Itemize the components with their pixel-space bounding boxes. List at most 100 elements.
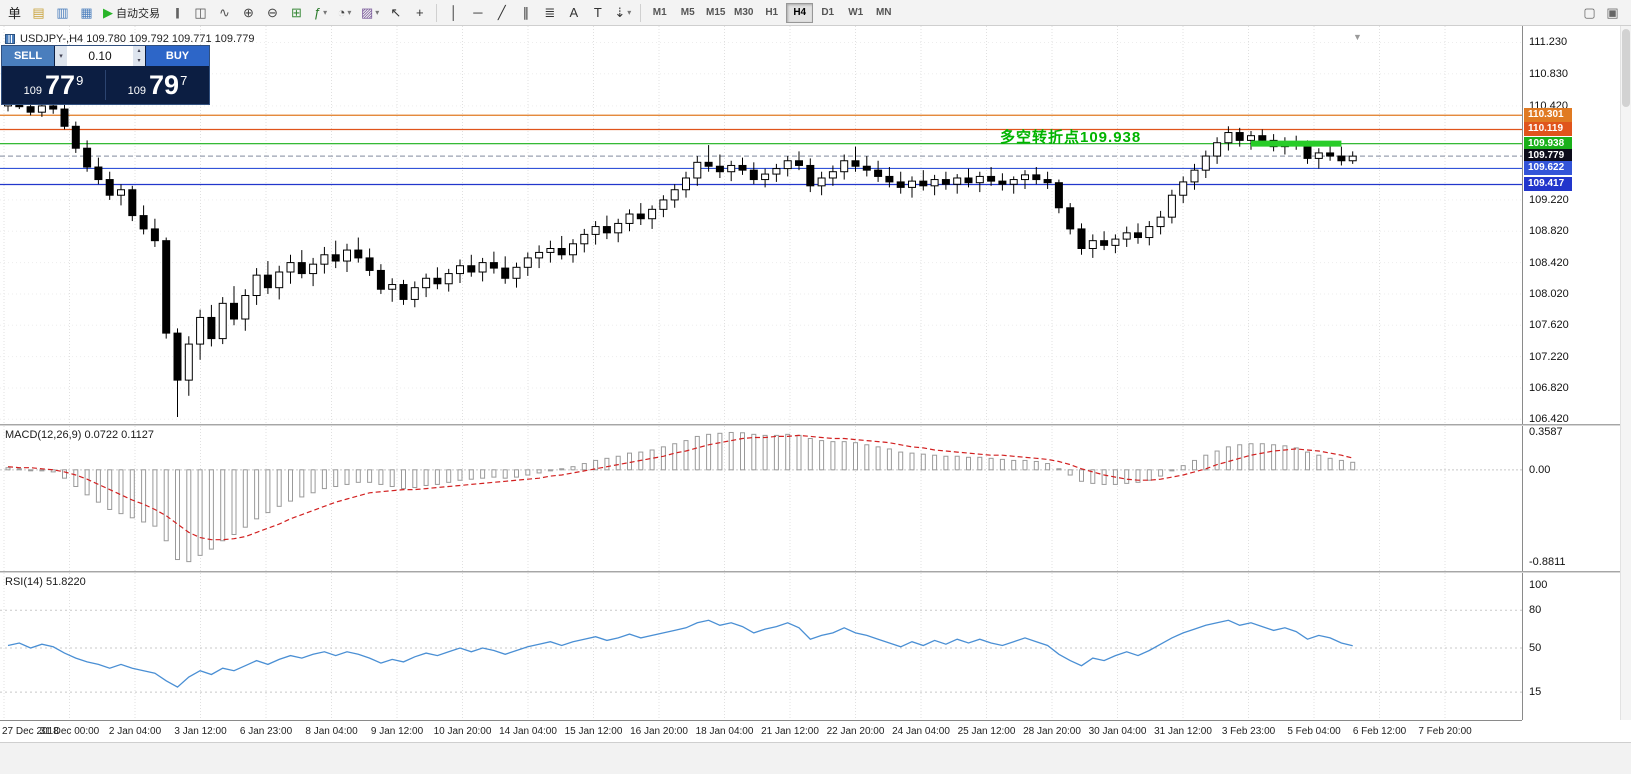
sell-button[interactable]: SELL	[2, 46, 54, 66]
trendline-icon: ╱	[497, 4, 506, 20]
new-order-button[interactable]: 单	[3, 2, 26, 24]
timeframe-m15[interactable]: M15	[706, 7, 726, 18]
caret-down-icon: ▾	[59, 53, 63, 60]
label-icon[interactable]: T	[586, 2, 609, 24]
bar-chart-icon[interactable]: |||	[165, 2, 188, 24]
time-label: 30 Jan 04:00	[1088, 726, 1147, 737]
tile-windows-icon: ⊞	[291, 4, 302, 20]
time-label: 8 Jan 04:00	[305, 726, 358, 737]
timeframe-m5[interactable]: M5	[680, 7, 695, 18]
symbol-text: USDJPY-,H4 109.780 109.792 109.771 109.7…	[20, 33, 255, 45]
zoom-out-icon: ⊖	[267, 4, 278, 20]
rsi-chart[interactable]	[0, 573, 1522, 720]
navigator-icon[interactable]: ▦	[75, 2, 98, 24]
autotrading-icon: ▶	[103, 4, 113, 20]
caret-down-icon: ▾	[627, 8, 632, 17]
timeframe-w1[interactable]: W1	[848, 7, 864, 18]
line-chart-icon: ∿	[219, 4, 230, 20]
time-label: 10 Jan 20:00	[433, 726, 492, 737]
line-chart-icon[interactable]: ∿	[213, 2, 236, 24]
axis-price-label: 15	[1529, 686, 1542, 699]
rsi-label: RSI(14) 51.8220	[5, 576, 86, 588]
time-label: 6 Jan 23:00	[239, 726, 293, 737]
arrows-icon: ⇣	[614, 4, 626, 20]
volume-dropdown[interactable]: ▾	[54, 46, 67, 66]
vertical-scrollbar[interactable]	[1620, 26, 1631, 720]
timeframe-h4[interactable]: H4	[786, 2, 814, 23]
time-label: 28 Jan 20:00	[1023, 726, 1081, 737]
rsi-panel[interactable]: RSI(14) 51.8220	[0, 573, 1522, 720]
price-tag: 109.622	[1524, 161, 1572, 176]
main-toolbar: 单 ▤ ▥ ▦ ▶ 自动交易 ||| ◫ ∿ ⊕ ⊖ ⊞ ƒ ▾ ◔ ▾ ▨ ▾ ↖ + │ ─ ╱ ∥ ≣ A T ⇣ ▾ M1 M5 M1…	[0, 0, 1631, 26]
time-label: 21 Jan 12:00	[761, 726, 819, 737]
scrollbar-thumb[interactable]	[1622, 29, 1630, 107]
vertical-line-icon: │	[449, 5, 458, 20]
volume-stepper[interactable]: ▴ ▾	[133, 46, 146, 66]
timeframe-m30[interactable]: M30	[734, 7, 754, 18]
zoom-in-icon[interactable]: ⊕	[237, 2, 260, 24]
pivot-annotation: 多空转折点109.938	[1000, 129, 1142, 146]
time-label: 16 Jan 20:00	[630, 726, 688, 737]
macd-chart[interactable]	[0, 426, 1522, 571]
axis-price-label: 0.3587	[1529, 426, 1563, 439]
trendline-icon[interactable]: ╱	[490, 2, 513, 24]
time-label: 24 Jan 04:00	[892, 726, 950, 737]
sell-price[interactable]: 109 77 9	[2, 69, 105, 100]
candlestick-chart-icon[interactable]: ◫	[189, 2, 212, 24]
zoom-out-icon[interactable]: ⊖	[261, 2, 284, 24]
timeframe-buttons: M1 M5 M15 M30 H1 H4 D1 W1 MN	[646, 2, 897, 23]
macd-panel[interactable]: MACD(12,26,9) 0.0722 0.1127	[0, 426, 1522, 571]
cursor-icon[interactable]: ↖	[384, 2, 407, 24]
volume-input[interactable]: 0.10	[67, 46, 133, 66]
price-tag: 109.779	[1524, 149, 1572, 164]
data-window-icon[interactable]: ▥	[51, 2, 74, 24]
panel-splitter[interactable]	[0, 571, 1631, 573]
fibonacci-icon[interactable]: ≣	[538, 2, 561, 24]
time-label: 15 Jan 12:00	[564, 726, 623, 737]
bottom-strip	[0, 742, 1631, 774]
timeframe-m1[interactable]: M1	[652, 7, 667, 18]
horizontal-line-icon[interactable]: ─	[466, 2, 489, 24]
text-icon[interactable]: A	[562, 2, 585, 24]
timeframe-h1[interactable]: H1	[765, 7, 779, 18]
vertical-line-icon[interactable]: │	[442, 2, 465, 24]
price-axis[interactable]: 111.230 110.830 110.420 109.220 108.820 108.4…	[1522, 26, 1631, 720]
timeframe-mn[interactable]: MN	[875, 7, 892, 18]
buy-button[interactable]: BUY	[146, 46, 209, 66]
volume-down-icon[interactable]: ▾	[137, 58, 141, 64]
channel-icon[interactable]: ∥	[514, 2, 537, 24]
new-chart-icon: ▢	[1583, 4, 1596, 20]
price-tag: 109.417	[1524, 177, 1572, 192]
label-icon: T	[593, 5, 602, 20]
buy-price[interactable]: 109 79 7	[106, 69, 209, 100]
tile-windows-icon[interactable]: ⊞	[285, 2, 308, 24]
horizontal-line-icon: ─	[473, 5, 483, 20]
cursor-icon: ↖	[390, 4, 402, 20]
arrows-dropdown[interactable]: ⇣ ▾	[610, 2, 635, 24]
axis-price-label: -0.8811	[1529, 555, 1566, 568]
market-watch-icon[interactable]: ▤	[27, 2, 50, 24]
time-label: 27 Dec 2018	[2, 726, 59, 737]
axis-price-label: 108.420	[1529, 256, 1569, 269]
axis-price-label: 107.620	[1529, 319, 1569, 332]
sell-price-big: 77	[45, 69, 76, 100]
crosshair-icon[interactable]: +	[408, 2, 431, 24]
panel-splitter[interactable]	[0, 424, 1631, 426]
periods-dropdown[interactable]: ◔ ▾	[333, 2, 356, 24]
timeframe-d1[interactable]: D1	[821, 7, 835, 18]
volume-up-icon[interactable]: ▴	[137, 48, 141, 54]
main-chart-panel[interactable]: USDJPY-,H4 109.780 109.792 109.771 109.7…	[0, 26, 1522, 424]
candlestick-icon	[5, 34, 15, 44]
candlestick-chart[interactable]	[0, 26, 1522, 424]
buy-price-big: 79	[149, 69, 180, 100]
macd-label: MACD(12,26,9) 0.0722 0.1127	[5, 429, 154, 441]
chart-shift-marker[interactable]: ▼	[1353, 32, 1362, 42]
indicators-dropdown[interactable]: ƒ ▾	[309, 2, 332, 24]
time-axis[interactable]: 27 Dec 2018 31 Dec 00:00 2 Jan 04:00 3 Jan …	[0, 720, 1522, 742]
bar-chart-icon: |||	[175, 6, 179, 19]
templates-dropdown[interactable]: ▨ ▾	[357, 2, 383, 24]
chart-list-icon[interactable]: ▣	[1601, 2, 1624, 24]
time-label: 25 Jan 12:00	[957, 726, 1016, 737]
new-chart-icon[interactable]: ▢	[1578, 2, 1601, 24]
autotrading-button[interactable]: ▶ 自动交易	[99, 2, 164, 24]
